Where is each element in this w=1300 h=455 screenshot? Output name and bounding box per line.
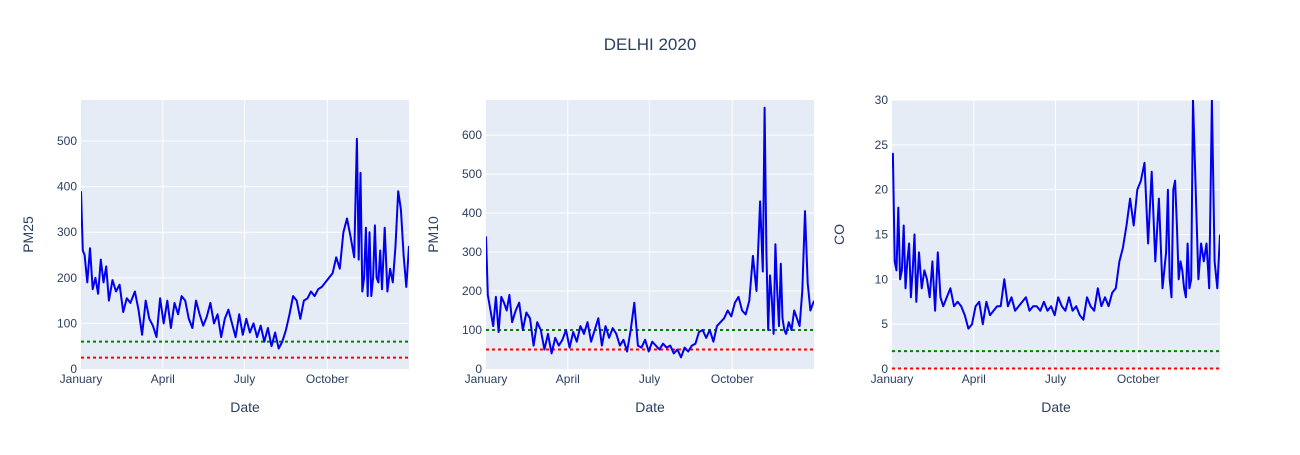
y-tick-label: 30 [875, 93, 889, 107]
y-tick-label: 500 [57, 134, 77, 148]
x-tick-label: April [151, 372, 175, 386]
y-axis-title: CO [831, 224, 847, 245]
x-tick-label: July [234, 372, 255, 386]
y-tick-label: 200 [57, 271, 77, 285]
y-tick-label: 10 [875, 272, 889, 286]
x-tick-label: October [306, 372, 349, 386]
y-tick-label: 300 [462, 245, 482, 259]
y-tick-label: 0 [475, 362, 482, 376]
y-tick-label: 300 [57, 225, 77, 239]
x-tick-label: April [962, 372, 986, 386]
subplot-2: 0 100 200 300 400 500 600 January April July Octob… [425, 100, 814, 415]
y-axis-title: PM10 [425, 216, 441, 253]
y-tick-label: 25 [875, 138, 889, 152]
x-tick-label: July [1045, 372, 1066, 386]
y-tick-label: 0 [70, 362, 77, 376]
y-tick-label: 0 [881, 362, 888, 376]
x-tick-label: April [556, 372, 580, 386]
y-tick-label: 15 [875, 228, 889, 242]
x-tick-label: January [465, 372, 508, 386]
y-tick-label: 100 [462, 323, 482, 337]
y-tick-label: 200 [462, 284, 482, 298]
x-tick-label: January [60, 372, 103, 386]
y-tick-label: 400 [462, 206, 482, 220]
x-axis-title: Date [1041, 399, 1071, 415]
x-tick-label: October [1117, 372, 1160, 386]
x-axis-title: Date [230, 399, 260, 415]
y-axis-title: PM25 [20, 216, 36, 253]
y-tick-label: 400 [57, 180, 77, 194]
x-tick-label: October [711, 372, 754, 386]
y-tick-label: 100 [57, 316, 77, 330]
x-axis-title: Date [635, 399, 665, 415]
subplot-1: 0 100 200 300 400 500 January April July October D… [20, 100, 409, 415]
x-tick-label: July [639, 372, 660, 386]
y-tick-label: 600 [462, 128, 482, 142]
series-line [81, 137, 409, 350]
series-line [892, 100, 1220, 330]
series-line [486, 106, 814, 359]
subplot-3: 0 5 10 15 20 25 30 January April July October Date C… [831, 93, 1220, 415]
y-tick-label: 5 [881, 317, 888, 331]
x-tick-label: January [871, 372, 914, 386]
figure-title: DELHI 2020 [604, 35, 697, 54]
y-tick-label: 20 [875, 183, 889, 197]
y-tick-label: 500 [462, 167, 482, 181]
